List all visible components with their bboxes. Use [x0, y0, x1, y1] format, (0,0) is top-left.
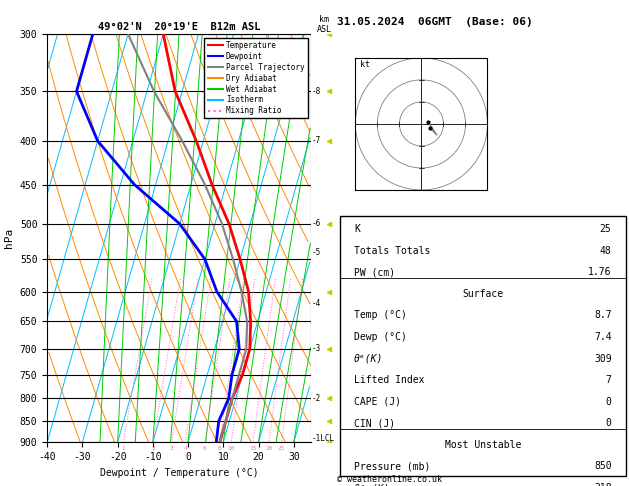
- Text: 31.05.2024  06GMT  (Base: 06): 31.05.2024 06GMT (Base: 06): [337, 17, 532, 27]
- Text: -4: -4: [311, 299, 321, 308]
- Text: 0: 0: [606, 418, 611, 428]
- Text: 6: 6: [203, 446, 207, 451]
- Text: 15: 15: [249, 446, 257, 451]
- Text: 25: 25: [600, 224, 611, 234]
- Text: -7: -7: [311, 137, 321, 145]
- Text: 2: 2: [151, 446, 155, 451]
- Text: © weatheronline.co.uk: © weatheronline.co.uk: [337, 474, 442, 484]
- Text: 1: 1: [121, 446, 125, 451]
- X-axis label: Dewpoint / Temperature (°C): Dewpoint / Temperature (°C): [100, 468, 259, 478]
- Text: 318: 318: [594, 483, 611, 486]
- Text: 10: 10: [228, 446, 235, 451]
- Text: 850: 850: [594, 462, 611, 471]
- Text: -5: -5: [311, 248, 321, 257]
- Text: 20: 20: [265, 446, 273, 451]
- Text: 48: 48: [600, 245, 611, 256]
- Text: -6: -6: [311, 219, 321, 228]
- Text: Dewp (°C): Dewp (°C): [354, 332, 407, 342]
- Text: Lifted Index: Lifted Index: [354, 375, 425, 385]
- Text: 8.7: 8.7: [594, 311, 611, 320]
- Y-axis label: hPa: hPa: [4, 228, 14, 248]
- Text: K: K: [354, 224, 360, 234]
- Text: θᵉ (K): θᵉ (K): [354, 483, 389, 486]
- Text: -2: -2: [311, 394, 321, 403]
- Text: Totals Totals: Totals Totals: [354, 245, 430, 256]
- Text: 309: 309: [594, 353, 611, 364]
- Text: kt: kt: [360, 60, 370, 69]
- Text: 25: 25: [278, 446, 286, 451]
- Text: 4: 4: [183, 446, 187, 451]
- Text: 3: 3: [170, 446, 174, 451]
- Text: Surface: Surface: [462, 289, 503, 299]
- Text: 7.4: 7.4: [594, 332, 611, 342]
- Text: Most Unstable: Most Unstable: [445, 440, 521, 450]
- Text: 0: 0: [606, 397, 611, 407]
- Text: -8: -8: [311, 87, 321, 96]
- Text: θᵉ(K): θᵉ(K): [354, 353, 383, 364]
- Text: 8: 8: [218, 446, 221, 451]
- Text: CAPE (J): CAPE (J): [354, 397, 401, 407]
- Text: PW (cm): PW (cm): [354, 267, 395, 277]
- Title: km
ASL: km ASL: [316, 15, 331, 34]
- Text: 1.76: 1.76: [588, 267, 611, 277]
- Text: -1LCL: -1LCL: [311, 434, 335, 443]
- Text: -3: -3: [311, 345, 321, 353]
- Text: 7: 7: [606, 375, 611, 385]
- Text: CIN (J): CIN (J): [354, 418, 395, 428]
- Text: Pressure (mb): Pressure (mb): [354, 462, 430, 471]
- Legend: Temperature, Dewpoint, Parcel Trajectory, Dry Adiabat, Wet Adiabat, Isotherm, Mi: Temperature, Dewpoint, Parcel Trajectory…: [204, 38, 308, 119]
- Text: Temp (°C): Temp (°C): [354, 311, 407, 320]
- Title: 49°02'N  20°19'E  B12m ASL: 49°02'N 20°19'E B12m ASL: [98, 22, 260, 32]
